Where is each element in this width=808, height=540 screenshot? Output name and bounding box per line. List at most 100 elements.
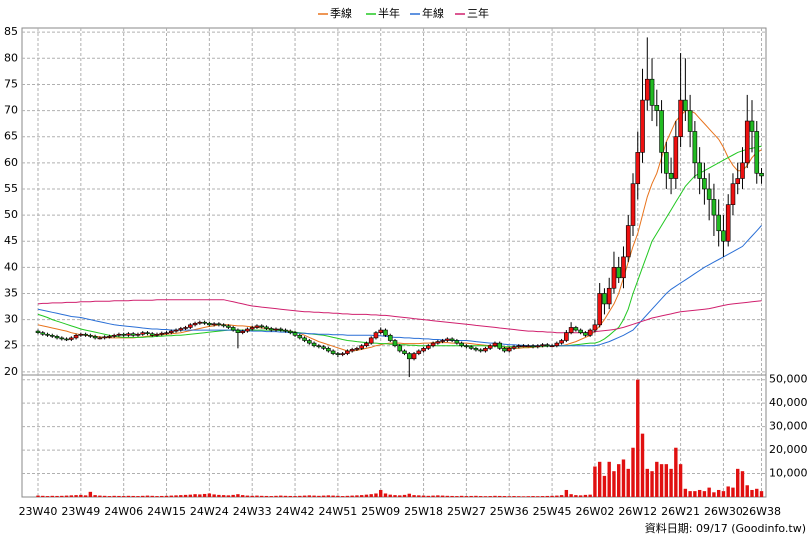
legend-label: 年線 <box>422 6 444 20</box>
volume-bar <box>117 495 121 497</box>
candle-body <box>759 172 764 177</box>
candle-body <box>454 340 460 344</box>
candle-body <box>268 328 274 331</box>
candle-body <box>564 332 569 341</box>
volume-bar <box>374 493 378 497</box>
volume-bar <box>136 496 140 497</box>
candle-body <box>297 334 303 339</box>
candle-body <box>697 162 702 179</box>
candle-body <box>202 321 207 324</box>
candle-body <box>744 120 750 164</box>
volume-tick-label: 40,000 <box>769 396 808 409</box>
candle-body <box>273 328 279 331</box>
y-tick-label: 25 <box>4 339 18 352</box>
candle-body <box>611 267 617 289</box>
volume-bar <box>412 495 416 497</box>
candle-body <box>235 329 241 333</box>
volume-bar <box>269 496 273 497</box>
candle-body <box>69 337 74 340</box>
x-tick-label: 26W02 <box>575 505 614 518</box>
candle-body <box>502 348 507 352</box>
volume-bar <box>750 489 754 497</box>
volume-bar <box>198 494 202 497</box>
candle-body <box>97 337 103 340</box>
volume-bar <box>693 491 697 497</box>
candle-body <box>549 345 555 348</box>
volume-bar <box>50 495 54 497</box>
volume-bar <box>674 447 678 497</box>
candle-body <box>145 332 150 335</box>
volume-bar <box>240 495 245 497</box>
candle-body <box>706 188 712 200</box>
volume-bar <box>355 495 359 497</box>
y-tick-label: 20 <box>4 365 18 378</box>
volume-bar <box>369 494 373 497</box>
volume-bar <box>41 495 45 497</box>
candle-body <box>249 327 255 330</box>
volume-bar <box>493 495 497 497</box>
candle-body <box>506 348 512 352</box>
candle-body <box>40 332 46 335</box>
candle-body <box>254 325 260 328</box>
volume-bar <box>464 496 469 497</box>
candle-body <box>73 334 79 339</box>
candle-body <box>711 199 717 216</box>
y-tick-label: 45 <box>4 234 18 247</box>
candle-body <box>530 345 536 348</box>
candle-body <box>649 78 655 106</box>
candle-body <box>602 293 607 305</box>
candle-body <box>378 329 384 333</box>
volume-bar <box>155 496 159 497</box>
candle-body <box>640 99 645 153</box>
candle-body <box>406 353 412 360</box>
volume-bar <box>578 495 583 497</box>
candle-body <box>45 333 50 336</box>
volume-bar <box>440 495 445 497</box>
candle-body <box>359 345 364 349</box>
candle-body <box>716 214 721 232</box>
volume-bar <box>455 496 459 497</box>
volume-bar <box>255 495 259 497</box>
volume-bar <box>331 495 335 497</box>
candle-body <box>345 350 350 354</box>
volume-bar <box>260 495 264 497</box>
volume-bar <box>602 475 607 497</box>
volume-bar <box>69 495 74 497</box>
volume-bar <box>141 495 145 497</box>
candle-body <box>354 348 360 350</box>
volume-bar <box>683 488 688 497</box>
volume-bar <box>726 486 730 497</box>
candle-body <box>168 330 174 333</box>
volume-bar <box>650 471 654 497</box>
x-tick-label: 24W15 <box>147 505 186 518</box>
volume-bar <box>536 496 540 497</box>
volume-bar <box>169 495 173 497</box>
candle-body <box>445 338 450 341</box>
candle-body <box>335 353 341 355</box>
candle-body <box>49 334 55 337</box>
x-tick-label: 23W49 <box>61 505 100 518</box>
candle-body <box>459 342 464 347</box>
volume-bar <box>93 495 97 497</box>
candle-body <box>483 348 488 352</box>
volume-bar <box>121 496 126 497</box>
volume-bar <box>274 495 278 497</box>
candle-body <box>702 178 707 190</box>
volume-bar <box>36 495 40 497</box>
x-tick-label: 25W27 <box>447 505 486 518</box>
candle-body <box>59 337 65 340</box>
volume-bar <box>426 495 431 497</box>
x-tick-label: 25W36 <box>490 505 529 518</box>
volume-bar <box>607 461 611 497</box>
volume-bar <box>326 495 331 497</box>
candle-body <box>430 342 436 347</box>
candle-body <box>516 345 522 348</box>
volume-bar <box>740 471 745 497</box>
volume-bar <box>459 495 464 497</box>
y-tick-label: 55 <box>4 182 18 195</box>
volume-bar <box>264 495 269 497</box>
candle-body <box>692 131 698 164</box>
volume-bar <box>469 495 473 497</box>
candle-body <box>735 178 741 185</box>
volume-bar <box>64 495 69 497</box>
